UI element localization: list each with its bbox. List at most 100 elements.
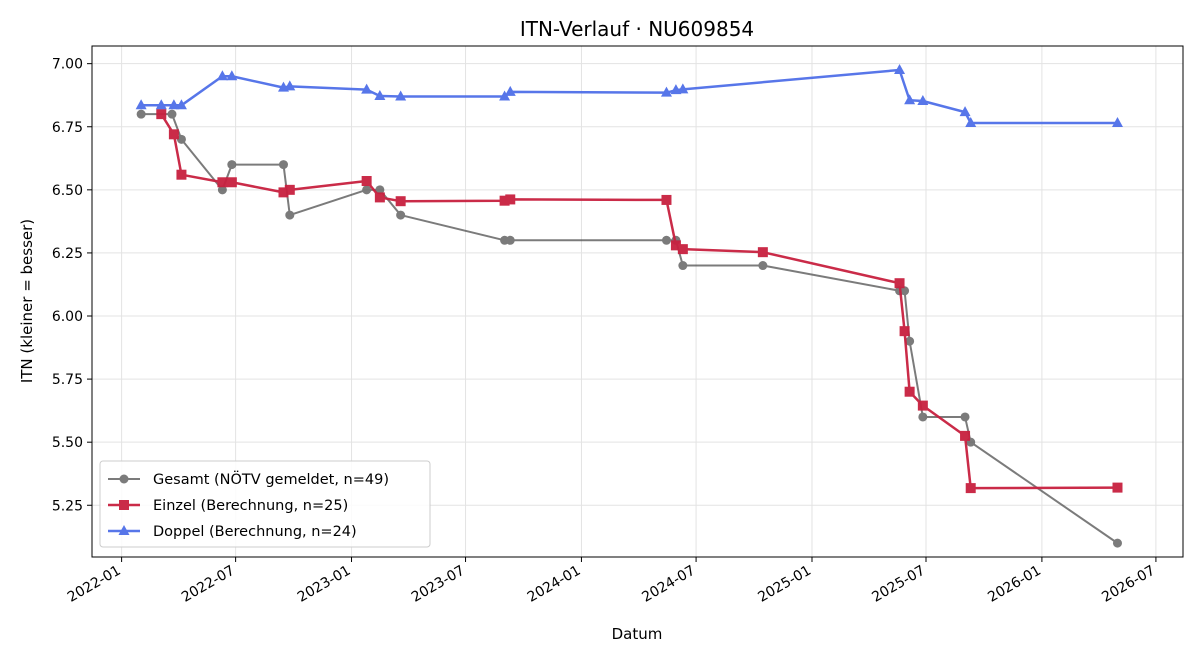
data-point — [167, 109, 177, 119]
data-point — [917, 95, 929, 106]
data-point — [278, 160, 288, 170]
data-point — [960, 430, 971, 441]
legend-marker — [118, 525, 130, 535]
data-point — [135, 99, 147, 110]
data-point — [168, 99, 180, 110]
data-point — [670, 240, 681, 251]
data-point — [216, 70, 228, 81]
y-tick-label: 5.50 — [52, 435, 83, 451]
series-line — [160, 113, 1118, 490]
data-point — [374, 192, 385, 203]
data-point — [661, 194, 672, 205]
y-tick-label: 6.50 — [52, 183, 83, 199]
data-point — [226, 70, 238, 81]
data-point — [900, 286, 910, 296]
x-tick-label: 2024-01 — [525, 563, 584, 606]
data-point — [960, 412, 970, 422]
series-group — [135, 63, 1123, 127]
data-point — [227, 160, 237, 170]
legend-marker — [119, 500, 129, 510]
x-tick-label: 2022-01 — [65, 563, 124, 606]
legend-label: Gesamt (NÖTV gemeldet, n=49) — [153, 470, 389, 488]
data-point — [176, 134, 186, 144]
data-point — [168, 129, 179, 140]
x-tick-label: 2024-07 — [639, 563, 698, 606]
y-tick-label: 6.75 — [52, 120, 83, 136]
x-tick-label: 2026-07 — [1099, 563, 1158, 606]
data-point — [374, 89, 386, 100]
plot-frame — [91, 45, 1184, 558]
data-point — [904, 94, 916, 105]
data-point — [226, 177, 237, 188]
data-point — [904, 386, 915, 397]
data-point — [1111, 116, 1123, 127]
legend-box — [99, 460, 431, 548]
y-axis-label: ITN (kleiner = besser) — [18, 219, 36, 383]
y-tick-label: 6.25 — [52, 246, 83, 262]
data-point — [678, 261, 688, 271]
legend-label: Doppel (Berechnung, n=24) — [153, 524, 357, 540]
data-point — [894, 278, 905, 289]
data-point — [278, 187, 289, 198]
data-point — [661, 235, 671, 245]
data-point — [175, 99, 187, 110]
data-point — [505, 194, 516, 205]
data-point — [156, 109, 167, 120]
series-line — [141, 68, 1118, 125]
legend-entry-symbol — [108, 525, 140, 535]
y-tick-label: 7.00 — [52, 57, 83, 73]
data-point — [894, 63, 906, 74]
legend: Gesamt (NÖTV gemeldet, n=49) Einzel (Bere… — [99, 460, 431, 548]
x-tick-label: 2022-07 — [179, 563, 238, 606]
x-tick-label: 2025-07 — [869, 563, 928, 606]
legend-entry-symbol — [108, 500, 140, 510]
x-tick-label: 2026-01 — [985, 563, 1044, 606]
data-point — [905, 336, 915, 346]
data-point — [395, 90, 407, 101]
data-point — [758, 261, 768, 271]
x-axis-label: Datum — [612, 625, 663, 643]
legend-label: Einzel (Berechnung, n=25) — [153, 498, 348, 514]
data-point — [677, 83, 689, 94]
data-point — [660, 86, 672, 97]
data-point — [217, 185, 227, 195]
x-tick-label: 2023-07 — [409, 563, 468, 606]
data-point — [965, 116, 977, 127]
data-point — [375, 185, 385, 195]
data-point — [284, 80, 296, 91]
series-group — [136, 109, 1122, 548]
data-point — [1112, 482, 1123, 493]
y-tick-label: 6.00 — [52, 309, 83, 325]
x-tick-label: 2023-01 — [295, 563, 354, 606]
data-point — [918, 412, 928, 422]
data-point — [285, 210, 295, 220]
data-point — [155, 99, 167, 110]
data-point — [396, 210, 406, 220]
x-tick-label: 2025-01 — [755, 563, 814, 606]
data-point — [1112, 538, 1122, 548]
data-point — [361, 176, 372, 187]
data-point — [757, 247, 768, 258]
series-group — [156, 109, 1123, 494]
data-point — [959, 106, 971, 117]
data-point — [499, 195, 510, 206]
data-point — [395, 196, 406, 207]
data-point — [136, 109, 146, 119]
legend-entry-symbol — [108, 474, 140, 484]
data-point — [965, 483, 976, 494]
data-point — [917, 400, 928, 411]
data-point — [677, 244, 688, 255]
y-tick-label: 5.75 — [52, 372, 83, 388]
legend-marker — [119, 474, 129, 484]
data-point — [361, 83, 373, 94]
data-point — [362, 185, 372, 195]
data-point — [505, 235, 515, 245]
data-point — [176, 169, 187, 180]
data-point — [284, 184, 295, 195]
series-layer — [135, 63, 1123, 548]
data-point — [899, 326, 910, 337]
y-tick-label: 5.25 — [52, 498, 83, 514]
chart-title: ITN-Verlauf · NU609854 — [520, 17, 754, 41]
data-point — [499, 90, 511, 101]
